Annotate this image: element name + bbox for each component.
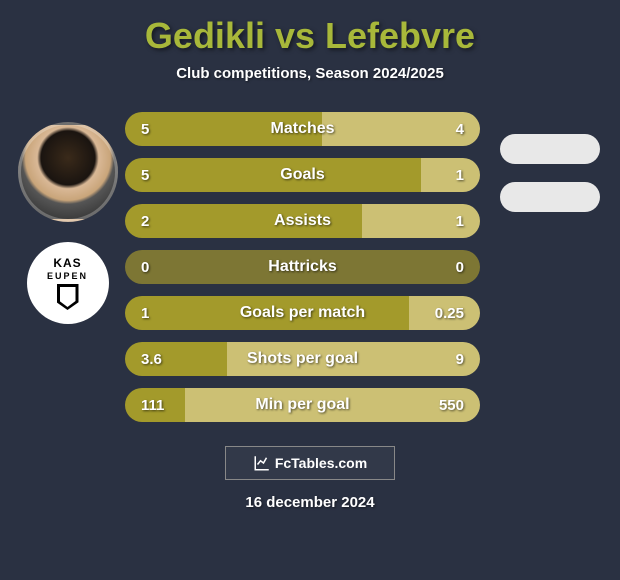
stat-label: Matches bbox=[270, 120, 334, 138]
content: KAS EUPEN 5 Matches 4 5 Goals 1 2 Assists 1 0 Hatt… bbox=[0, 112, 620, 422]
club-shield-icon bbox=[57, 284, 79, 310]
stat-right-value: 9 bbox=[456, 351, 464, 368]
stat-row: 5 Matches 4 bbox=[125, 112, 480, 146]
stat-label: Assists bbox=[274, 212, 331, 230]
stat-right-value: 4 bbox=[456, 121, 464, 138]
stat-left-value: 2 bbox=[141, 213, 149, 230]
right-column bbox=[490, 112, 610, 212]
opponent-badge-placeholder bbox=[500, 182, 600, 212]
stat-left-value: 0 bbox=[141, 259, 149, 276]
brand-text: FcTables.com bbox=[275, 455, 367, 471]
date-text: 16 december 2024 bbox=[0, 494, 620, 511]
stat-left-value: 111 bbox=[141, 397, 164, 414]
subtitle: Club competitions, Season 2024/2025 bbox=[0, 65, 620, 82]
left-column: KAS EUPEN bbox=[10, 112, 125, 324]
page-title: Gedikli vs Lefebvre bbox=[0, 0, 620, 65]
stat-row: 1 Goals per match 0.25 bbox=[125, 296, 480, 330]
player-avatar bbox=[18, 122, 118, 222]
stat-right-value: 0.25 bbox=[435, 305, 464, 322]
chart-icon bbox=[253, 454, 271, 472]
stat-right-value: 550 bbox=[439, 397, 464, 414]
stat-left-value: 1 bbox=[141, 305, 149, 322]
stat-row: 5 Goals 1 bbox=[125, 158, 480, 192]
stat-bars: 5 Matches 4 5 Goals 1 2 Assists 1 0 Hattricks 0 1 Goa… bbox=[125, 112, 490, 422]
stat-right-value: 1 bbox=[456, 213, 464, 230]
stat-row: 111 Min per goal 550 bbox=[125, 388, 480, 422]
stat-label: Goals per match bbox=[240, 304, 365, 322]
opponent-avatar-placeholder bbox=[500, 134, 600, 164]
stat-label: Goals bbox=[280, 166, 324, 184]
stat-row: 3.6 Shots per goal 9 bbox=[125, 342, 480, 376]
club-line1: KAS bbox=[53, 256, 81, 270]
club-line2: EUPEN bbox=[47, 271, 88, 281]
stat-row: 0 Hattricks 0 bbox=[125, 250, 480, 284]
stat-left-value: 3.6 bbox=[141, 351, 162, 368]
stat-left-value: 5 bbox=[141, 121, 149, 138]
stat-left-value: 5 bbox=[141, 167, 149, 184]
stat-right-value: 1 bbox=[456, 167, 464, 184]
club-badge: KAS EUPEN bbox=[27, 242, 109, 324]
stat-row: 2 Assists 1 bbox=[125, 204, 480, 238]
stat-right-value: 0 bbox=[456, 259, 464, 276]
stat-label: Shots per goal bbox=[247, 350, 358, 368]
brand-box[interactable]: FcTables.com bbox=[225, 446, 395, 480]
stat-label: Hattricks bbox=[268, 258, 336, 276]
stat-label: Min per goal bbox=[255, 396, 349, 414]
